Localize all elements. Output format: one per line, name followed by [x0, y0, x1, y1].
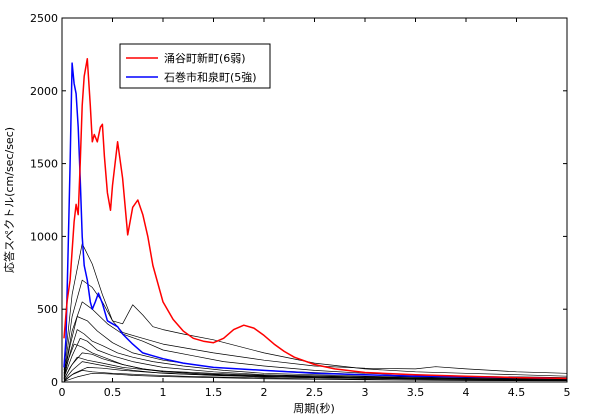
- x-tick-label: 1: [160, 386, 167, 399]
- y-axis: 0 500 1000 1500 2000 2500: [30, 12, 567, 389]
- series-line-13: [63, 367, 567, 381]
- y-tick-label: 2500: [30, 12, 58, 25]
- series-line-5: [63, 301, 567, 378]
- series-line-4: [63, 279, 567, 374]
- y-tick-label: 500: [37, 303, 58, 316]
- legend: 涌谷町新町(6弱) 石巻市和泉町(5強): [119, 43, 271, 89]
- legend-label-series-1: 涌谷町新町(6弱): [164, 51, 246, 65]
- x-tick-label: 2.5: [306, 386, 324, 399]
- x-axis: 0 0.5 1 1.5 2 2.5 3 3.5 4 4.5 5: [59, 18, 571, 399]
- y-tick-label: 2000: [30, 85, 58, 98]
- legend-label-series-2: 石巻市和泉町(5強): [164, 70, 257, 84]
- y-tick-label: 1000: [30, 230, 58, 243]
- series-layer: [63, 58, 567, 382]
- y-tick-label: 0: [51, 376, 58, 389]
- x-tick-label: 0.5: [104, 386, 122, 399]
- legend-box: [119, 43, 271, 89]
- series-line-1: [63, 58, 567, 380]
- x-tick-label: 2: [261, 386, 268, 399]
- x-tick-label: 4: [463, 386, 470, 399]
- x-tick-label: 3.5: [407, 386, 425, 399]
- series-line-2: [63, 62, 567, 380]
- series-line-11: [63, 356, 567, 381]
- series-line-15: [63, 372, 567, 382]
- series-line-3: [63, 243, 567, 377]
- y-tick-label: 1500: [30, 158, 58, 171]
- series-line-7: [63, 329, 567, 380]
- x-tick-label: 1.5: [205, 386, 223, 399]
- x-tick-label: 3: [362, 386, 369, 399]
- series-line-14: [63, 370, 567, 382]
- x-tick-label: 5: [564, 386, 571, 399]
- x-tick-label: 0: [59, 386, 66, 399]
- series-line-8: [63, 337, 567, 380]
- x-tick-label: 4.5: [508, 386, 526, 399]
- x-axis-title: 周期(秒): [293, 401, 335, 415]
- y-axis-title: 応答スペクトル(cm/sec/sec): [2, 127, 16, 273]
